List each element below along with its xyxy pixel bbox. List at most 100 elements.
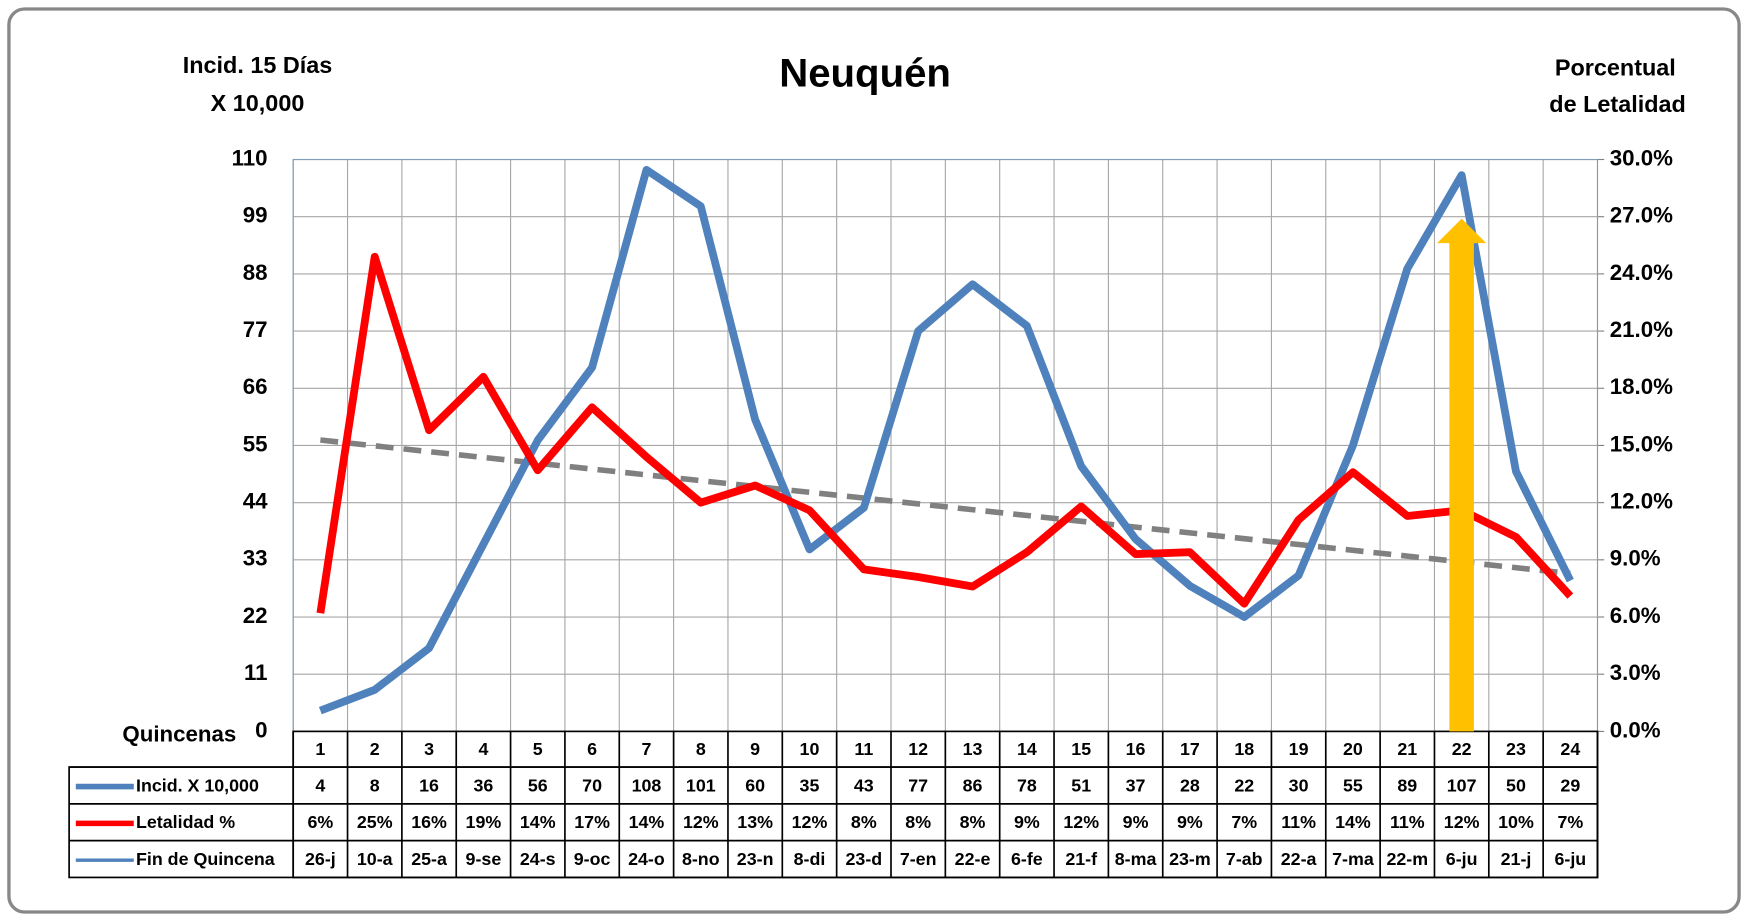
table-value: 17% xyxy=(574,812,610,832)
frame xyxy=(7,7,1741,914)
x-tick-label: 23 xyxy=(1506,739,1526,759)
y-tick-label: 44 xyxy=(243,489,268,514)
table-date: 23-d xyxy=(845,849,882,869)
x-tick-label: 2 xyxy=(370,739,380,759)
table-value: 60 xyxy=(745,775,765,795)
data-line xyxy=(316,252,1574,614)
table-value: 50 xyxy=(1506,775,1526,795)
y2-tick-label: 24.0% xyxy=(1610,260,1673,285)
y2-axis-label: Porcentual xyxy=(1555,54,1676,80)
table-value: 10% xyxy=(1498,812,1534,832)
table-value: 14% xyxy=(629,812,665,832)
y-tick-label: 11 xyxy=(244,660,268,685)
table-value: 19% xyxy=(466,812,502,832)
annotation-arrow xyxy=(1449,240,1474,732)
table-value: 8% xyxy=(851,812,877,832)
table-value: 9% xyxy=(1177,812,1203,832)
table-date: 8-ma xyxy=(1115,849,1158,869)
table-value: 29 xyxy=(1560,775,1580,795)
x-tick-label: 4 xyxy=(478,739,488,759)
table-date: 22-e xyxy=(955,849,991,869)
table-value: 12% xyxy=(683,812,719,832)
table-value: 37 xyxy=(1126,775,1146,795)
x-tick-label: 6 xyxy=(587,739,597,759)
table-value: 55 xyxy=(1343,775,1363,795)
table-value: 78 xyxy=(1017,775,1037,795)
x-tick-label: 7 xyxy=(641,739,651,759)
y2-tick-label: 18.0% xyxy=(1610,374,1673,399)
x-tick-label: 9 xyxy=(750,739,760,759)
y2-tick-label: 9.0% xyxy=(1610,546,1661,571)
table-date: 23-m xyxy=(1169,849,1211,869)
table-value: 30 xyxy=(1289,775,1309,795)
y-axis-label: X 10,000 xyxy=(211,90,305,116)
y-tick-label: 66 xyxy=(243,374,268,399)
table-value: 107 xyxy=(1447,775,1477,795)
table-value: 8% xyxy=(960,812,986,832)
table-date: 9-se xyxy=(466,849,502,869)
y-tick-label: 99 xyxy=(243,203,268,228)
table-date: 10-a xyxy=(357,849,394,869)
table-date: 23-n xyxy=(737,849,774,869)
legend-label: Letalidad % xyxy=(136,812,235,832)
y-tick-label: 88 xyxy=(243,260,268,285)
table-value: 7% xyxy=(1231,812,1257,832)
table-value: 11% xyxy=(1281,812,1316,832)
legend-label: Fin de Quincena xyxy=(136,849,276,869)
x-tick-label: 16 xyxy=(1126,739,1146,759)
table-date: 7-ma xyxy=(1332,849,1375,869)
table-value: 9% xyxy=(1014,812,1040,832)
table-date: 6-ju xyxy=(1446,849,1478,869)
table-value: 13% xyxy=(737,812,773,832)
x-tick-label: 18 xyxy=(1234,739,1254,759)
y2-tick-label: 0.0% xyxy=(1610,717,1661,742)
y2-tick-label: 21.0% xyxy=(1610,317,1673,342)
x-tick-label: 17 xyxy=(1180,739,1200,759)
table-date: 7-ab xyxy=(1226,849,1263,869)
table-value: 8% xyxy=(905,812,931,832)
table-value: 108 xyxy=(632,775,662,795)
x-tick-label: 5 xyxy=(533,739,543,759)
chart-title: Neuquén xyxy=(779,50,951,95)
x-tick-label: 11 xyxy=(854,739,873,759)
x-tick-label: 13 xyxy=(963,739,983,759)
y-axis-label: Incid. 15 Días xyxy=(183,52,333,78)
table-value: 8 xyxy=(370,775,380,795)
table-value: 12% xyxy=(1063,812,1099,832)
table-value: 51 xyxy=(1071,775,1091,795)
y2-tick-label: 6.0% xyxy=(1610,603,1661,628)
table-date: 22-a xyxy=(1281,849,1318,869)
x-tick-label: 19 xyxy=(1289,739,1309,759)
table-value: 77 xyxy=(908,775,928,795)
y2-tick-label: 15.0% xyxy=(1610,431,1673,456)
table-value: 101 xyxy=(686,775,716,795)
category-axis-label: Quincenas xyxy=(122,722,236,747)
table-date: 24-s xyxy=(520,849,556,869)
x-tick-label: 12 xyxy=(908,739,928,759)
y-tick-label: 0 xyxy=(255,717,267,742)
y2-tick-label: 12.0% xyxy=(1610,489,1673,514)
table-value: 12% xyxy=(1444,812,1480,832)
y2-tick-label: 30.0% xyxy=(1610,145,1673,170)
x-tick-label: 1 xyxy=(315,739,325,759)
table-value: 16% xyxy=(411,812,447,832)
table-value: 12% xyxy=(792,812,828,832)
table-value: 14% xyxy=(1335,812,1371,832)
legend-label: Incid. X 10,000 xyxy=(136,775,259,795)
y2-tick-label: 3.0% xyxy=(1610,660,1661,685)
table-date: 25-a xyxy=(411,849,448,869)
table-date: 8-no xyxy=(682,849,720,869)
table-date: 9-oc xyxy=(574,849,611,869)
y2-tick-label: 27.0% xyxy=(1610,203,1673,228)
x-tick-label: 22 xyxy=(1452,739,1472,759)
x-tick-label: 15 xyxy=(1071,739,1091,759)
table-date: 22-m xyxy=(1386,849,1428,869)
table-value: 86 xyxy=(963,775,983,795)
table-date: 8-di xyxy=(794,849,826,869)
table-value: 36 xyxy=(473,775,493,795)
y-tick-label: 22 xyxy=(243,603,268,628)
table-value: 35 xyxy=(800,775,820,795)
x-tick-label: 8 xyxy=(696,739,706,759)
table-value: 4 xyxy=(315,775,325,795)
